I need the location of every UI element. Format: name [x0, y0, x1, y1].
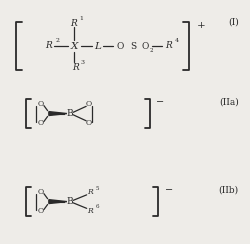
- Text: R: R: [88, 207, 93, 215]
- Text: O: O: [86, 100, 92, 108]
- Text: 2: 2: [149, 48, 153, 53]
- Text: L: L: [94, 41, 101, 51]
- Text: (IIa): (IIa): [219, 98, 239, 107]
- Text: O: O: [116, 41, 124, 51]
- Text: −: −: [164, 186, 173, 195]
- Text: R: R: [166, 41, 172, 50]
- Text: B: B: [66, 109, 73, 118]
- Text: O: O: [142, 41, 149, 51]
- Text: 1: 1: [79, 16, 83, 21]
- Polygon shape: [49, 200, 67, 203]
- Text: (IIb): (IIb): [218, 186, 239, 195]
- Text: −: −: [156, 98, 164, 107]
- Text: R: R: [45, 41, 52, 50]
- Text: R: R: [88, 188, 93, 196]
- Text: O: O: [38, 188, 44, 196]
- Text: O: O: [86, 119, 92, 127]
- Text: B: B: [66, 197, 73, 206]
- Text: 4: 4: [175, 38, 179, 43]
- Text: X: X: [71, 41, 78, 51]
- Text: +: +: [197, 21, 205, 30]
- Text: S: S: [130, 41, 137, 51]
- Text: R: R: [70, 19, 76, 28]
- Text: R: R: [72, 62, 78, 71]
- Text: 3: 3: [81, 60, 85, 65]
- Text: O: O: [38, 119, 44, 127]
- Text: (I): (I): [228, 17, 239, 26]
- Text: O: O: [38, 207, 44, 215]
- Text: O: O: [38, 100, 44, 108]
- Text: 6: 6: [96, 204, 99, 209]
- Text: 5: 5: [96, 186, 99, 191]
- Text: 2: 2: [56, 38, 60, 43]
- Polygon shape: [49, 112, 67, 115]
